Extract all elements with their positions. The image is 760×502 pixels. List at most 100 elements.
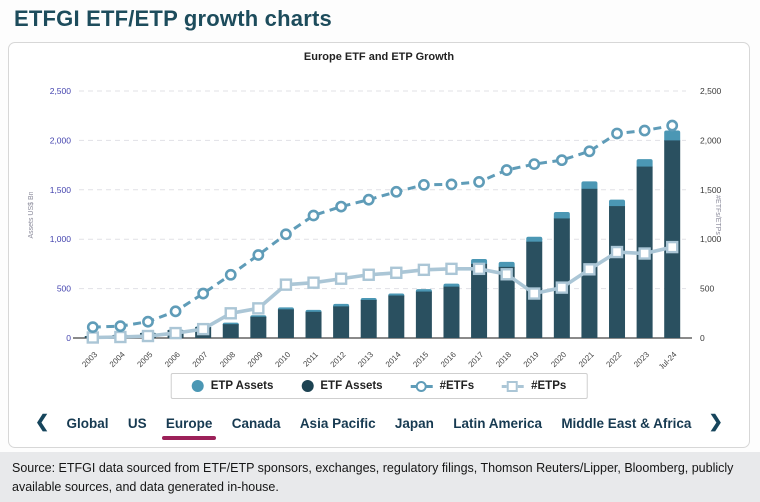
x-axis-label: 2012 bbox=[329, 350, 348, 369]
bar-etf-assets bbox=[222, 324, 239, 338]
bar-etf-assets bbox=[498, 266, 515, 338]
bar-etf-assets bbox=[553, 218, 570, 338]
tab-asia-pacific[interactable]: Asia Pacific bbox=[299, 416, 376, 431]
left-axis-title: Assets US$ Bn bbox=[28, 191, 35, 238]
prev-region-chevron-icon[interactable]: ❮ bbox=[35, 412, 50, 431]
right-axis-tick: 0 bbox=[700, 333, 705, 343]
legend-marker--etfs-icon bbox=[410, 380, 433, 392]
left-axis-tick: 2,000 bbox=[50, 135, 72, 145]
marker-etps-count bbox=[86, 331, 99, 344]
x-axis-label: 2008 bbox=[218, 350, 237, 369]
marker-etps-count bbox=[638, 247, 651, 260]
marker-etps-count bbox=[252, 302, 265, 315]
x-axis-label: 2011 bbox=[301, 350, 320, 369]
chart-title: Europe ETF and ETP Growth bbox=[303, 51, 455, 63]
marker-etfs-count bbox=[335, 200, 348, 213]
marker-etps-count bbox=[114, 330, 127, 344]
legend-item--etfs[interactable]: #ETFs bbox=[410, 380, 475, 392]
marker-etfs-count bbox=[638, 124, 651, 137]
line-etps-count bbox=[92, 245, 673, 340]
x-axis-label: 2007 bbox=[191, 350, 210, 369]
tab-latin-america[interactable]: Latin America bbox=[453, 416, 543, 431]
marker-etfs-count bbox=[583, 145, 596, 158]
x-axis-label: 2003 bbox=[80, 350, 99, 369]
bar-etf-assets bbox=[664, 140, 681, 338]
marker-etps-count bbox=[279, 278, 293, 291]
left-axis-tick: 2,500 bbox=[50, 86, 72, 96]
right-axis-title: #ETFs/ETPs bbox=[714, 195, 721, 235]
bar-etf-assets bbox=[277, 309, 294, 338]
next-region-chevron-icon[interactable]: ❯ bbox=[708, 412, 723, 431]
legend-marker-etp-assets-icon bbox=[191, 380, 204, 392]
marker-etfs-count bbox=[611, 127, 623, 140]
marker-etps-count bbox=[362, 268, 375, 281]
x-axis-label: 2022 bbox=[604, 350, 623, 369]
marker-etfs-count bbox=[362, 193, 375, 206]
x-axis-label: 2019 bbox=[522, 350, 541, 369]
marker-etfs-count bbox=[280, 228, 292, 241]
marker-etps-count bbox=[500, 268, 513, 281]
tab-global[interactable]: Global bbox=[66, 416, 109, 431]
marker-etfs-count bbox=[197, 287, 210, 300]
bar-etf-assets bbox=[333, 306, 350, 338]
right-axis-tick: 1,500 bbox=[700, 185, 722, 195]
bar-etp-assets bbox=[636, 159, 653, 169]
marker-etps-count bbox=[528, 287, 541, 300]
bar-etf-assets bbox=[415, 291, 432, 338]
marker-etps-count bbox=[472, 262, 486, 276]
bar-etp-assets bbox=[664, 130, 681, 143]
marker-etfs-count bbox=[666, 119, 679, 132]
left-axis-tick: 0 bbox=[66, 333, 71, 343]
marker-etfs-count bbox=[555, 154, 568, 167]
bar-etf-assets bbox=[305, 311, 322, 338]
left-axis-tick: 1,500 bbox=[50, 185, 72, 195]
tab-canada[interactable]: Canada bbox=[231, 416, 281, 431]
bar-etp-assets bbox=[609, 199, 626, 209]
x-axis-label: 2015 bbox=[411, 350, 430, 369]
legend-label: #ETFs bbox=[439, 380, 475, 392]
tab-japan[interactable]: Japan bbox=[394, 416, 434, 431]
right-axis-tick: 2,000 bbox=[700, 135, 722, 145]
right-axis-tick: 2,500 bbox=[700, 86, 722, 96]
marker-etfs-count bbox=[224, 268, 237, 281]
source-bar: Source: ETFGI data sourced from ETF/ETP … bbox=[0, 452, 760, 502]
x-axis-label: 2004 bbox=[108, 350, 127, 369]
x-axis-label: 2021 bbox=[577, 350, 596, 369]
legend-label: ETF Assets bbox=[320, 380, 383, 392]
marker-etps-count bbox=[196, 322, 210, 336]
marker-etps-count bbox=[445, 262, 458, 276]
marker-etfs-count bbox=[445, 178, 458, 191]
right-axis-tick: 1,000 bbox=[700, 234, 722, 244]
x-axis-label: 2009 bbox=[246, 350, 265, 369]
chart-panel: 0 0 500 500 1,000 1,000 1,500 1,500 2,000 2,000 2,… bbox=[8, 42, 750, 448]
bar-etf-assets bbox=[388, 295, 405, 338]
marker-etps-count bbox=[555, 281, 569, 294]
page-title: ETFGI ETF/ETP growth charts bbox=[14, 6, 332, 31]
marker-etfs-count bbox=[252, 249, 265, 261]
marker-etfs-count bbox=[390, 185, 403, 198]
marker-etfs-count bbox=[417, 178, 430, 191]
legend-marker--etps-icon bbox=[502, 380, 525, 392]
tab-europe[interactable]: Europe bbox=[161, 412, 216, 440]
legend-item-etp-assets[interactable]: ETP Assets bbox=[191, 380, 273, 392]
tab-middle-east-africa[interactable]: Middle East & Africa bbox=[561, 416, 692, 431]
legend-item--etps[interactable]: #ETPs bbox=[502, 380, 566, 392]
x-axis-label: 2010 bbox=[273, 350, 292, 369]
legend-label: #ETPs bbox=[531, 380, 567, 392]
bar-etp-assets bbox=[553, 212, 570, 221]
marker-etfs-count bbox=[500, 164, 513, 176]
legend-marker-etf-assets-icon bbox=[301, 380, 314, 392]
bar-etf-assets bbox=[609, 206, 626, 338]
x-axis-label: 2014 bbox=[384, 350, 403, 369]
x-axis-label: 2020 bbox=[549, 350, 568, 369]
marker-etps-count bbox=[417, 263, 431, 277]
legend-item-etf-assets[interactable]: ETF Assets bbox=[301, 380, 383, 392]
x-axis-label: 2013 bbox=[356, 350, 375, 369]
tab-us[interactable]: US bbox=[127, 416, 147, 431]
x-axis-label: 2005 bbox=[135, 350, 154, 369]
left-axis-tick: 500 bbox=[57, 284, 71, 294]
x-axis-label: Jul-24 bbox=[657, 350, 679, 369]
marker-etps-count bbox=[666, 240, 679, 254]
bar-etf-assets bbox=[360, 299, 377, 338]
bar-etf-assets bbox=[250, 316, 267, 338]
